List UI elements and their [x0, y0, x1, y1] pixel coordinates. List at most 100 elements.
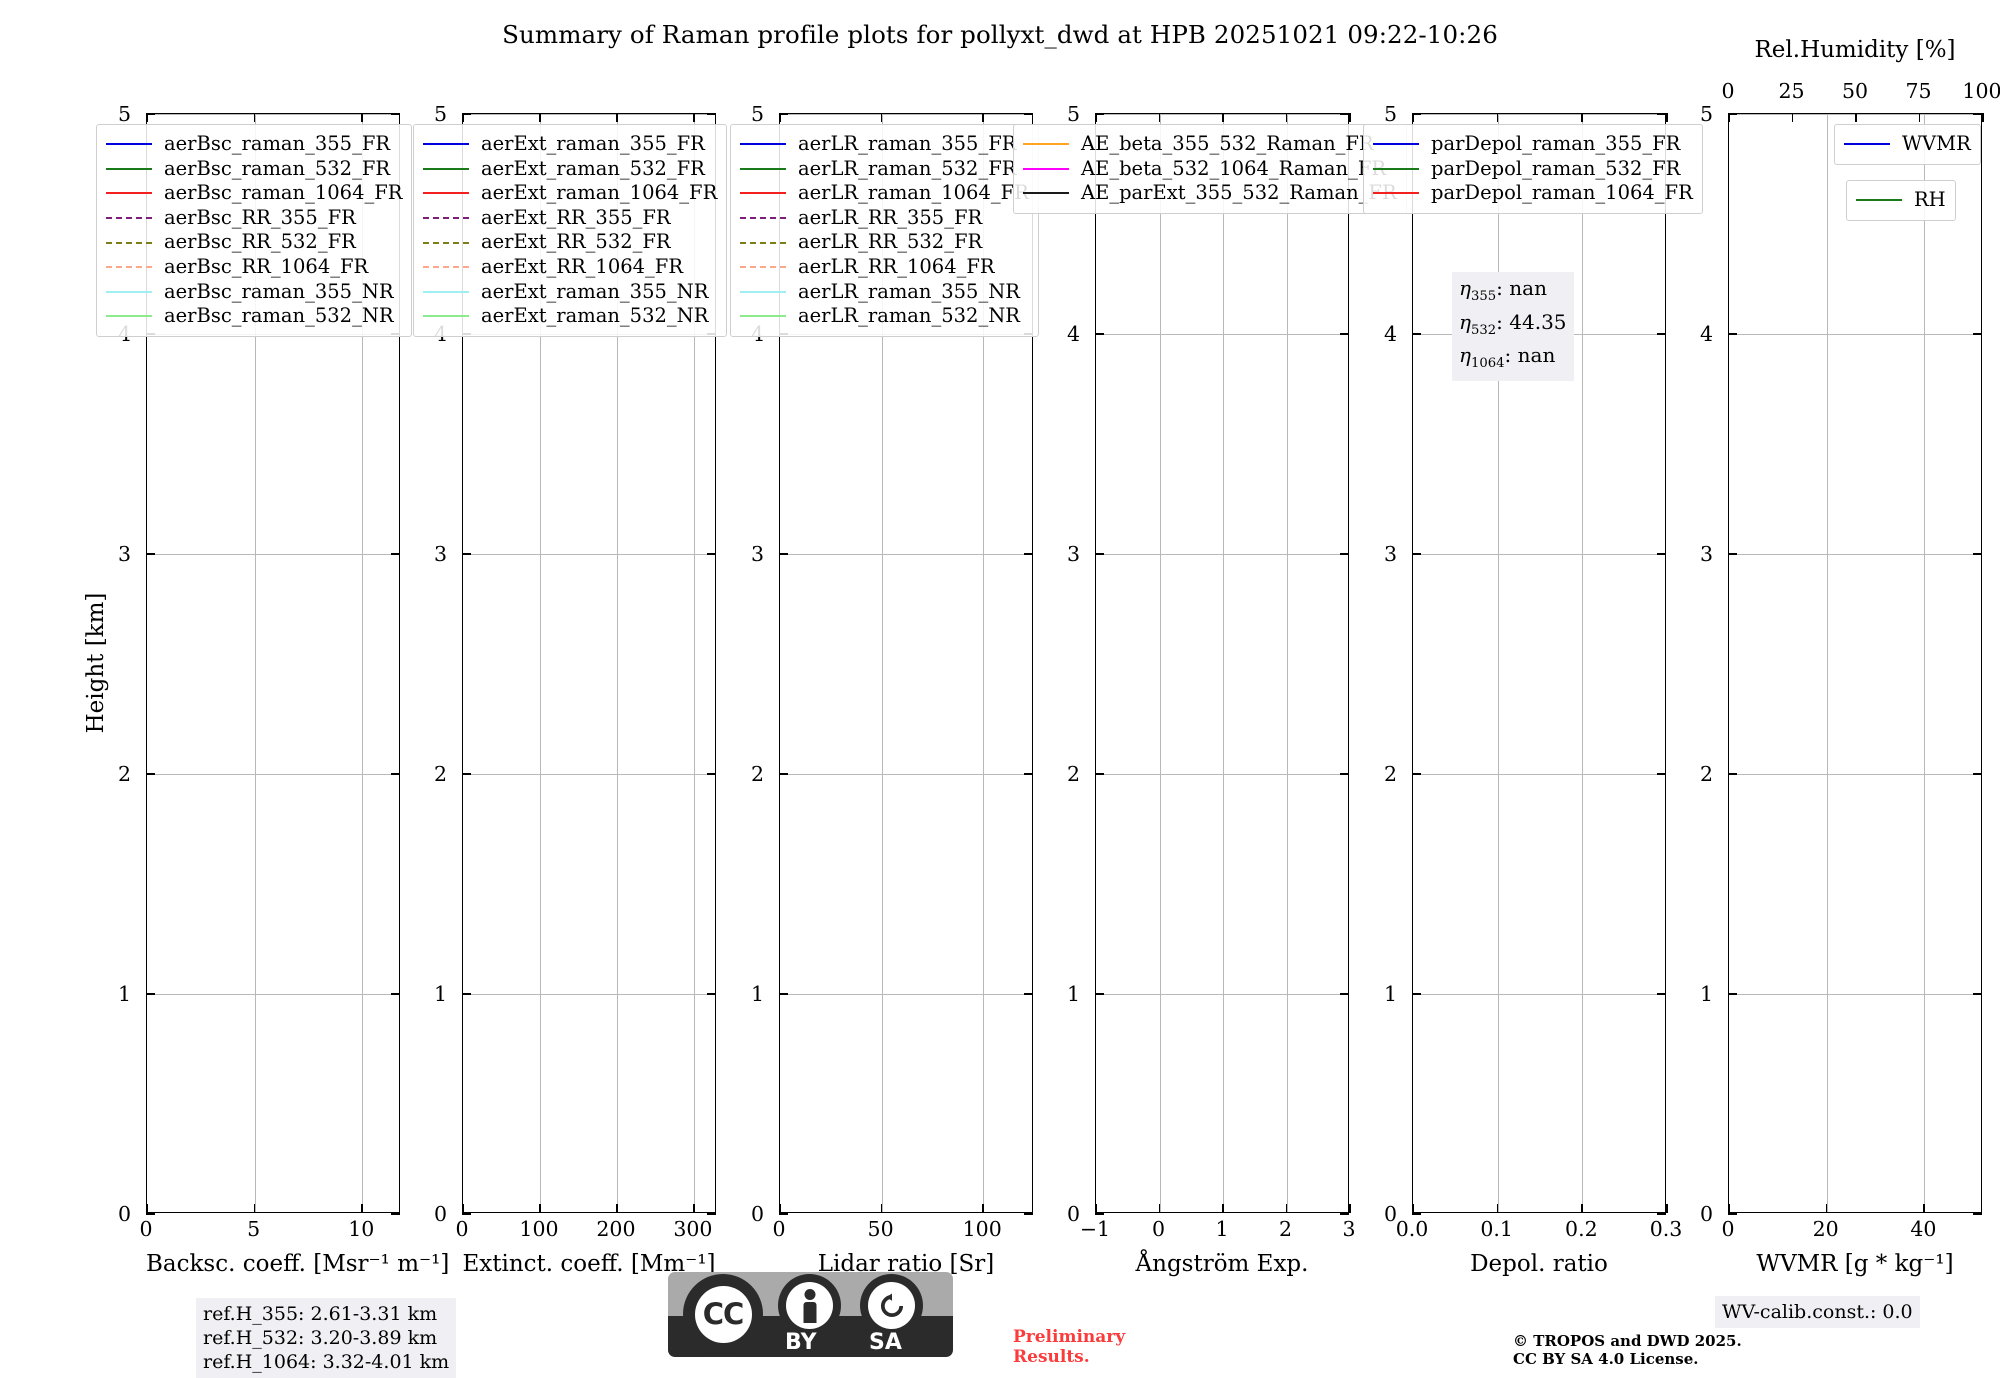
legend-item[interactable]: aerLR_raman_1064_FR — [740, 181, 1029, 206]
y-tick-mark — [779, 773, 788, 775]
legend-item[interactable]: aerExt_raman_532_NR — [423, 304, 717, 329]
legend-item[interactable]: aerExt_RR_532_FR — [423, 230, 717, 255]
legend-label: aerBsc_RR_355_FR — [164, 205, 356, 229]
cc-letters: CC — [694, 1285, 752, 1343]
legend-item[interactable]: aerLR_raman_532_FR — [740, 157, 1029, 182]
y-tick-label: 1 — [1383, 982, 1397, 1006]
x-tick-mark — [1285, 1204, 1288, 1213]
y-tick-mark-right — [1340, 333, 1349, 335]
legend-line-swatch — [740, 266, 786, 269]
legend-item[interactable]: aerLR_raman_532_NR — [740, 304, 1029, 329]
legend-angstrom[interactable]: AE_beta_355_532_Raman_FR AE_beta_532_1064… — [1013, 124, 1407, 214]
gridline-horizontal — [780, 554, 1032, 555]
eta-355-row: η355: nan — [1459, 276, 1547, 304]
legend-label: aerExt_RR_1064_FR — [481, 254, 684, 278]
legend-item[interactable]: parDepol_raman_1064_FR — [1373, 181, 1693, 206]
legend-label: aerExt_raman_532_FR — [481, 156, 705, 180]
gridline-vertical — [1497, 114, 1499, 1212]
axis-title-depolarization: Depol. ratio — [1470, 1251, 1608, 1277]
legend-item[interactable]: aerBsc_raman_532_NR — [106, 304, 402, 329]
x-tick-label: 2 — [1278, 1217, 1293, 1241]
y-tick-label: 1 — [117, 982, 131, 1006]
legend-line-swatch — [1023, 192, 1069, 195]
legend-item[interactable]: aerLR_raman_355_NR — [740, 280, 1029, 305]
legend-item[interactable]: aerBsc_RR_532_FR — [106, 230, 402, 255]
legend-backscatter[interactable]: aerBsc_raman_355_FR aerBsc_raman_532_FR ae… — [96, 124, 413, 337]
y-tick-mark — [1412, 553, 1421, 555]
copyright-line-2: CC BY SA 4.0 License. — [1513, 1350, 1699, 1368]
legend-item[interactable]: aerBsc_raman_532_FR — [106, 157, 402, 182]
y-tick-mark-right — [1657, 993, 1666, 995]
legend-item[interactable]: aerLR_RR_532_FR — [740, 230, 1029, 255]
y-tick-label: 5 — [433, 102, 447, 126]
y-tick-mark — [1412, 773, 1421, 775]
x-tick-mark — [1825, 1204, 1828, 1213]
y-tick-mark-right — [1973, 1213, 1982, 1215]
legend-item[interactable]: aerLR_RR_1064_FR — [740, 255, 1029, 280]
top-x-tick-mark — [779, 113, 781, 122]
legend-line-swatch — [1373, 167, 1419, 170]
legend-item[interactable]: aerBsc_RR_355_FR — [106, 206, 402, 231]
attribution-person-icon — [778, 1274, 841, 1337]
legend-line-swatch — [106, 315, 152, 318]
top-x-tick-mark — [692, 113, 695, 122]
legend-item[interactable]: aerExt_raman_355_FR — [423, 132, 717, 157]
top-x-tick-mark — [462, 113, 464, 122]
legend-lidar-ratio[interactable]: aerLR_raman_355_FR aerLR_raman_532_FR aerL… — [730, 124, 1039, 337]
share-alike-icon — [860, 1274, 923, 1337]
y-tick-label: 2 — [1383, 762, 1397, 786]
legend-item[interactable]: aerExt_raman_532_FR — [423, 157, 717, 182]
legend-depolarization[interactable]: parDepol_raman_355_FR parDepol_raman_532_… — [1363, 124, 1703, 214]
legend-rh[interactable]: RH — [1846, 180, 1956, 221]
plot-area-wvmr[interactable]: 0 1 2 3 4 5 — [1700, 102, 1984, 1226]
top-x-tick-mark — [1496, 113, 1499, 122]
legend-item[interactable]: aerExt_raman_1064_FR — [423, 181, 717, 206]
legend-item[interactable]: aerBsc_RR_1064_FR — [106, 255, 402, 280]
legend-item[interactable]: parDepol_raman_532_FR — [1373, 157, 1693, 182]
legend-item[interactable]: WVMR — [1844, 132, 1971, 157]
y-tick-label: 2 — [750, 762, 764, 786]
x-tick-label: 3 — [1342, 1217, 1356, 1241]
legend-item[interactable]: aerBsc_raman_355_FR — [106, 132, 402, 157]
legend-extinction[interactable]: aerExt_raman_355_FR aerExt_raman_532_FR ae… — [413, 124, 728, 337]
x-tick-label: 50 — [867, 1217, 894, 1241]
y-tick-mark — [1412, 1213, 1421, 1215]
legend-label: parDepol_raman_355_FR — [1431, 132, 1681, 155]
legend-item[interactable]: parDepol_raman_355_FR — [1373, 132, 1693, 157]
legend-label: aerLR_raman_532_FR — [798, 156, 1017, 180]
x-tick-mark — [1666, 1204, 1668, 1213]
panel-wvmr: 0 1 2 3 4 5 0 20 40 0 25 50 75 100 Rel.Humidity [%] WVM… — [1700, 37, 2000, 1277]
legend-line-swatch — [1844, 143, 1890, 146]
gridline-horizontal — [780, 114, 1032, 115]
y-tick-mark — [1095, 333, 1104, 335]
eta-532-value: 44.35 — [1509, 309, 1567, 334]
y-tick-mark-right — [1024, 993, 1033, 995]
preliminary-line-1: Preliminary — [1013, 1327, 1126, 1347]
legend-item[interactable]: RH — [1856, 188, 1946, 213]
legend-item[interactable]: aerExt_RR_1064_FR — [423, 255, 717, 280]
legend-label: aerExt_RR_355_FR — [481, 205, 671, 229]
y-tick-label: 5 — [1699, 102, 1713, 126]
x-tick-label: 5 — [247, 1217, 261, 1241]
legend-item[interactable]: aerLR_raman_355_FR — [740, 132, 1029, 157]
legend-item[interactable]: AE_beta_532_1064_Raman_FR — [1023, 157, 1397, 182]
y-tick-label: 0 — [117, 1202, 131, 1226]
legend-item[interactable]: aerBsc_raman_1064_FR — [106, 181, 402, 206]
y-tick-label: 0 — [1066, 1202, 1080, 1226]
legend-item[interactable]: AE_beta_355_532_Raman_FR — [1023, 132, 1397, 157]
legend-item[interactable]: AE_parExt_355_532_Raman_FR — [1023, 181, 1397, 206]
legend-item[interactable]: aerBsc_raman_355_NR — [106, 280, 402, 305]
top-x-tick-label: 50 — [1841, 79, 1869, 103]
legend-line-swatch — [423, 217, 469, 220]
legend-label: aerBsc_raman_532_NR — [164, 304, 394, 328]
eta-1064-value: nan — [1517, 343, 1556, 367]
legend-item[interactable]: aerExt_RR_355_FR — [423, 206, 717, 231]
y-tick-mark — [1728, 773, 1737, 775]
y-tick-mark-right — [1340, 773, 1349, 775]
top-x-tick-mark — [880, 113, 883, 122]
y-tick-mark — [1728, 553, 1737, 555]
plot-area-angstrom[interactable]: 0 1 2 3 4 5 — [1067, 102, 1351, 1226]
legend-wvmr[interactable]: WVMR — [1834, 124, 1981, 165]
legend-item[interactable]: aerLR_RR_355_FR — [740, 206, 1029, 231]
legend-item[interactable]: aerExt_raman_355_NR — [423, 280, 717, 305]
